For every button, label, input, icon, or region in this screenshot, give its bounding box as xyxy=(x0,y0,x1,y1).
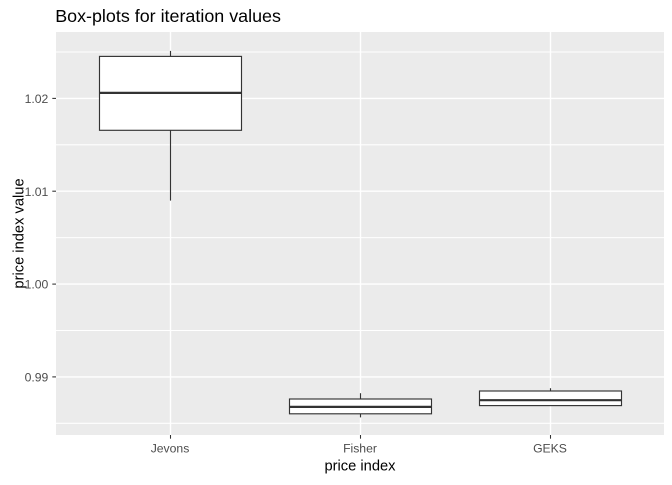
svg-text:Fisher: Fisher xyxy=(343,441,377,455)
svg-text:Jevons: Jevons xyxy=(151,441,190,455)
svg-text:0.99: 0.99 xyxy=(25,371,49,385)
svg-text:price index value: price index value xyxy=(11,178,27,288)
svg-text:price index: price index xyxy=(324,458,396,474)
svg-text:Box-plots for iteration values: Box-plots for iteration values xyxy=(55,6,281,26)
svg-text:GEKS: GEKS xyxy=(533,441,567,455)
svg-text:1.00: 1.00 xyxy=(25,278,49,292)
svg-text:1.01: 1.01 xyxy=(25,185,49,199)
svg-text:1.02: 1.02 xyxy=(25,92,49,106)
